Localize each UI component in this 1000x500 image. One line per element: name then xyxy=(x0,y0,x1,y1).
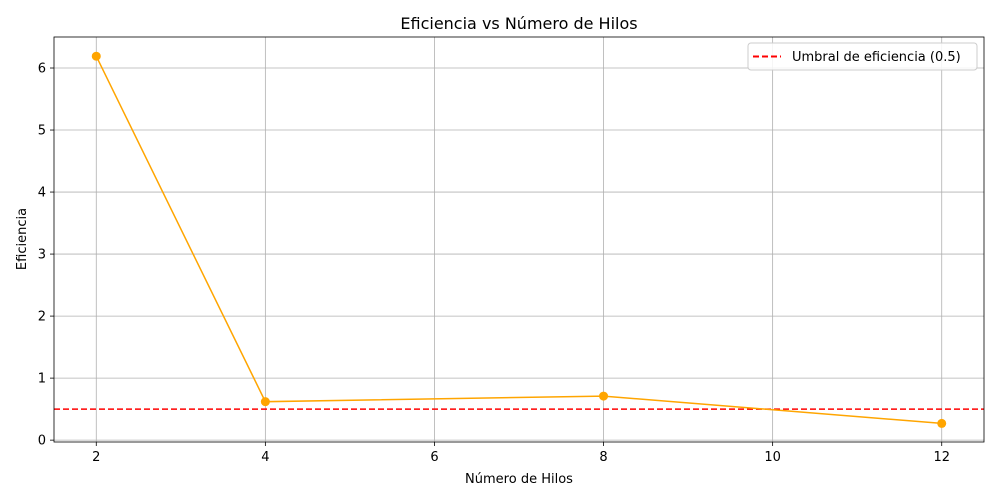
legend: Umbral de eficiencia (0.5) xyxy=(747,42,978,71)
y-tick-label: 4 xyxy=(38,186,46,201)
data-point xyxy=(260,397,270,407)
y-axis-label: Eficiencia xyxy=(15,208,30,270)
chart-title: Eficiencia vs Número de Hilos xyxy=(400,14,637,33)
legend-label-threshold: Umbral de eficiencia (0.5) xyxy=(792,50,961,65)
y-tick-label: 1 xyxy=(38,372,46,387)
data-point xyxy=(599,391,609,401)
y-tick-label: 6 xyxy=(38,62,46,77)
x-tick-label: 12 xyxy=(933,450,950,465)
plot-frame xyxy=(53,36,985,443)
x-tick-label: 6 xyxy=(430,450,438,465)
y-tick-label: 3 xyxy=(38,248,46,263)
y-tick-label: 2 xyxy=(38,310,46,325)
y-tick-label: 5 xyxy=(38,124,46,139)
x-axis-label: Número de Hilos xyxy=(465,472,573,487)
x-tick-label: 4 xyxy=(261,450,269,465)
data-point xyxy=(937,418,947,428)
plot-data xyxy=(54,51,984,428)
data-point xyxy=(91,51,101,61)
x-tick-label: 8 xyxy=(599,450,607,465)
x-tick-label: 10 xyxy=(764,450,781,465)
y-tick-label: 0 xyxy=(38,434,46,449)
x-tick-label: 2 xyxy=(92,450,100,465)
series-line xyxy=(95,55,942,425)
legend-box xyxy=(747,42,978,71)
